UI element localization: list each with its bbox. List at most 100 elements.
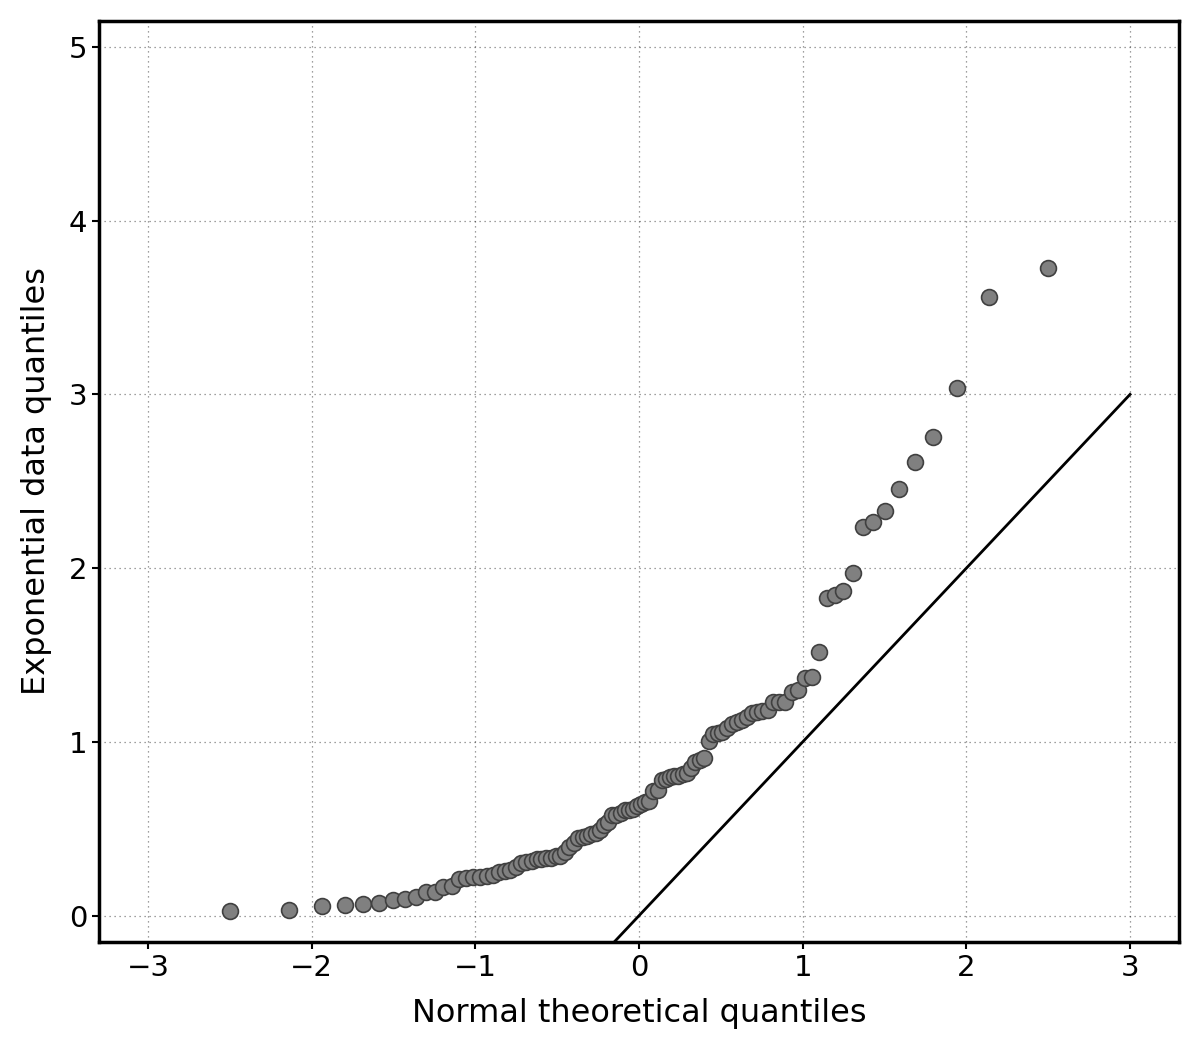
Point: [708, 724, 727, 741]
Point: [652, 772, 671, 789]
Point: [748, 704, 767, 720]
Point: [602, 806, 622, 823]
Point: [607, 806, 626, 823]
Point: [476, 867, 496, 884]
Point: [826, 587, 845, 604]
Point: [312, 898, 331, 915]
Point: [1038, 259, 1057, 276]
Point: [546, 847, 565, 864]
Point: [569, 830, 588, 846]
Point: [500, 862, 520, 879]
Point: [775, 693, 794, 710]
Point: [677, 765, 696, 782]
Point: [221, 903, 240, 920]
Point: [631, 795, 650, 812]
Point: [611, 805, 630, 822]
Point: [406, 889, 425, 906]
Point: [416, 884, 436, 901]
Point: [853, 519, 872, 536]
Point: [354, 896, 373, 912]
Point: [628, 797, 647, 814]
Point: [616, 802, 635, 819]
Point: [619, 801, 638, 818]
Point: [527, 850, 546, 867]
Point: [640, 793, 659, 810]
Point: [450, 872, 469, 888]
Point: [834, 583, 853, 600]
Point: [433, 879, 452, 896]
Point: [636, 794, 655, 811]
Point: [802, 669, 821, 686]
Point: [727, 713, 746, 730]
Point: [536, 849, 556, 866]
Point: [442, 878, 461, 895]
Point: [496, 863, 515, 880]
Point: [769, 694, 788, 711]
Point: [764, 694, 784, 711]
Point: [737, 709, 756, 726]
Point: [470, 868, 490, 885]
Point: [682, 759, 701, 776]
Point: [809, 644, 828, 660]
Point: [924, 428, 943, 445]
Point: [656, 771, 676, 788]
Point: [758, 702, 778, 719]
Point: [979, 289, 998, 306]
Point: [796, 670, 815, 687]
Point: [532, 850, 551, 867]
Point: [648, 782, 667, 799]
Point: [335, 897, 354, 914]
Point: [817, 590, 836, 607]
Point: [457, 869, 476, 886]
Point: [643, 783, 662, 800]
Point: [703, 726, 722, 742]
Point: [782, 684, 802, 700]
Point: [517, 854, 536, 870]
Point: [564, 835, 583, 852]
Point: [665, 768, 684, 784]
X-axis label: Normal theoretical quantiles: Normal theoretical quantiles: [412, 999, 866, 1029]
Point: [905, 454, 924, 470]
Point: [522, 853, 541, 869]
Point: [842, 565, 862, 582]
Point: [788, 682, 808, 699]
Point: [623, 801, 642, 818]
Point: [280, 902, 299, 919]
Y-axis label: Exponential data quantiles: Exponential data quantiles: [20, 268, 52, 695]
Point: [722, 716, 742, 733]
Point: [742, 705, 761, 721]
Point: [599, 814, 618, 831]
Point: [876, 502, 895, 519]
Point: [752, 702, 772, 719]
Point: [673, 765, 692, 782]
Point: [506, 859, 526, 876]
Point: [383, 891, 402, 908]
Point: [464, 868, 484, 885]
Point: [864, 513, 883, 530]
Point: [732, 711, 751, 728]
Point: [560, 839, 580, 856]
Point: [690, 752, 709, 769]
Point: [556, 843, 575, 860]
Point: [718, 719, 737, 736]
Point: [668, 768, 688, 784]
Point: [551, 847, 570, 864]
Point: [511, 855, 530, 872]
Point: [713, 723, 732, 740]
Point: [889, 481, 908, 498]
Point: [590, 822, 610, 839]
Point: [586, 824, 605, 841]
Point: [484, 867, 503, 884]
Point: [541, 849, 560, 866]
Point: [685, 754, 704, 771]
Point: [490, 864, 509, 881]
Point: [574, 830, 593, 846]
Point: [700, 733, 719, 750]
Point: [947, 379, 966, 396]
Point: [370, 895, 389, 911]
Point: [695, 750, 714, 766]
Point: [395, 890, 414, 907]
Point: [594, 817, 613, 834]
Point: [660, 769, 679, 785]
Point: [425, 883, 444, 900]
